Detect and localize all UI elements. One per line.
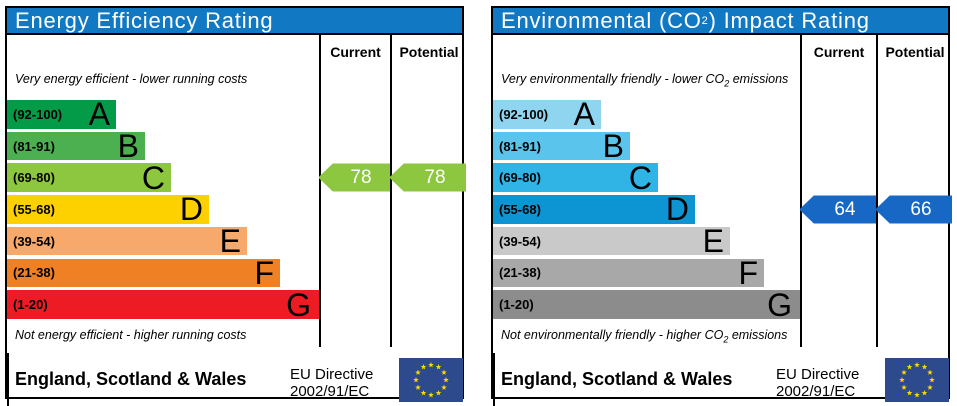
svg-text:66: 66 <box>910 199 931 220</box>
svg-text:64: 64 <box>834 199 856 220</box>
svg-text:78: 78 <box>424 167 445 188</box>
svg-text:78: 78 <box>350 167 371 188</box>
